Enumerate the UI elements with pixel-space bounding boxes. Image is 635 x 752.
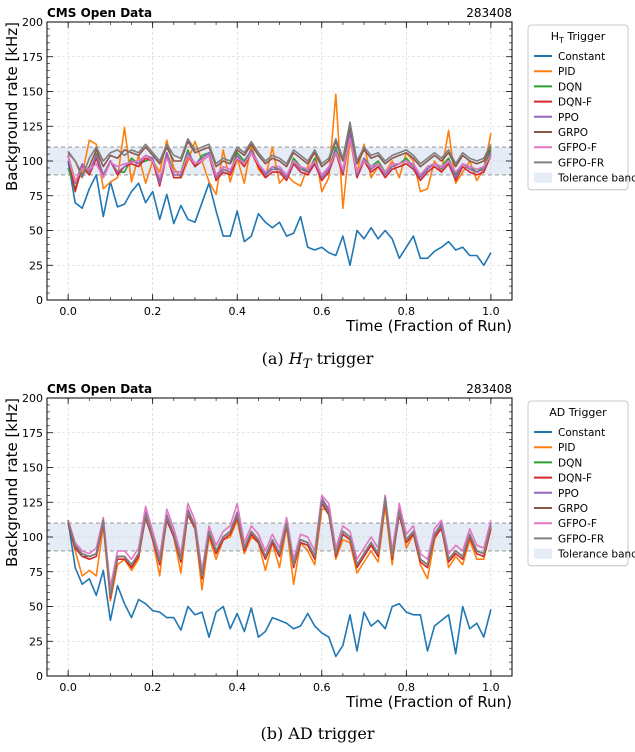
legend-label-gfpo-fr: GFPO-FR: [558, 157, 604, 169]
series-line-pid: [67, 505, 492, 602]
caption-a-sub: T: [302, 357, 312, 373]
legend-label-constant: Constant: [558, 427, 605, 439]
x-tick-label: 0.2: [144, 305, 162, 318]
x-tick-label: 0.8: [398, 681, 416, 694]
legend-box: [527, 24, 629, 191]
y-axis-label: Background rate [kHz]: [3, 398, 21, 567]
legend-swatch-band: [534, 548, 552, 559]
caption-b-prefix: (b): [260, 724, 289, 743]
legend-label-dqn-f: DQN-F: [558, 473, 592, 485]
series-line-gfpo-fr: [67, 121, 492, 179]
y-tick-label: 0: [36, 670, 43, 683]
legend-title-rest: Trigger: [564, 30, 606, 43]
caption-b: (b) AD trigger: [0, 724, 635, 747]
legend-label-dqn-f: DQN-F: [558, 97, 592, 109]
legend-label-dqn: DQN: [558, 457, 582, 469]
y-tick-label: 75: [29, 566, 43, 579]
x-tick-label: 0.0: [59, 305, 77, 318]
legend-label-pid: PID: [558, 66, 576, 78]
chart-1: 0.0 0.2 0.4 0.6 0.8 1.0 0 25 50 75 100 125 150 175 200…: [3, 6, 635, 335]
series-line-gfpo-f: [67, 138, 492, 183]
legend-label-pid: PID: [558, 442, 576, 454]
legend-label-constant: Constant: [558, 51, 605, 63]
legend-label-grpo: GRPO: [558, 503, 588, 515]
header-right: 283408: [466, 382, 512, 396]
series-line-gfpo-f: [67, 494, 492, 588]
legend-label-ppo: PPO: [558, 488, 579, 500]
series-line-dqn-f: [67, 135, 492, 193]
y-tick-label: 25: [29, 635, 43, 648]
y-tick-label: 25: [29, 259, 43, 272]
x-tick-label: 0.2: [144, 681, 162, 694]
series-line-grpo: [67, 124, 492, 176]
y-tick-label: 200: [22, 16, 43, 29]
y-tick-label: 150: [22, 462, 43, 475]
y-tick-label: 125: [22, 120, 43, 133]
y-tick-label: 75: [29, 190, 43, 203]
chart-2: 0.0 0.2 0.4 0.6 0.8 1.0 0 25 50 75 100 125 150 175 200…: [3, 382, 635, 711]
legend-label-gfpo-f: GFPO-F: [558, 518, 597, 530]
y-tick-label: 0: [36, 294, 43, 307]
legend-box: [527, 400, 629, 567]
legend-title-main: H: [551, 30, 559, 43]
y-tick-label: 100: [22, 155, 43, 168]
legend-label-dqn: DQN: [558, 81, 582, 93]
x-tick-label: 0.6: [313, 305, 331, 318]
y-tick-label: 150: [22, 86, 43, 99]
legend-title-main: AD Trigger: [549, 406, 607, 419]
caption-a: (a) HT trigger: [0, 349, 635, 372]
series-line-gfpo-fr: [67, 497, 492, 597]
caption-a-prefix: (a): [261, 349, 289, 368]
legend-title-sub: T: [558, 36, 564, 45]
series-line-constant: [67, 160, 492, 267]
caption-b-suffix: AD trigger: [288, 724, 375, 743]
caption-a-suffix: trigger: [311, 349, 374, 368]
x-tick-label: 0.8: [398, 305, 416, 318]
legend-label-grpo: GRPO: [558, 127, 588, 139]
legend-label-ppo: PPO: [558, 112, 579, 124]
y-tick-label: 200: [22, 392, 43, 405]
legend-label-band: Tolerance band: [557, 173, 635, 185]
series-line-ppo: [67, 132, 492, 184]
y-tick-label: 125: [22, 496, 43, 509]
x-tick-label: 0.4: [228, 681, 246, 694]
header-left: CMS Open Data: [47, 6, 152, 20]
y-tick-label: 175: [22, 427, 43, 440]
y-axis-label: Background rate [kHz]: [3, 22, 21, 191]
x-tick-label: 0.0: [59, 681, 77, 694]
x-tick-label: 0.4: [228, 305, 246, 318]
series-line-dqn-f: [67, 500, 492, 600]
legend-label-gfpo-f: GFPO-F: [558, 142, 597, 154]
legend-label-band: Tolerance band: [557, 549, 635, 561]
y-tick-label: 100: [22, 531, 43, 544]
header-right: 283408: [466, 6, 512, 20]
x-tick-label: 0.6: [313, 681, 331, 694]
x-axis-label: Time (Fraction of Run): [345, 317, 512, 335]
legend-title: HT Trigger: [551, 30, 606, 45]
legend-swatch-band: [534, 172, 552, 183]
header-left: CMS Open Data: [47, 382, 152, 396]
x-tick-label: 1.0: [482, 305, 500, 318]
x-axis-label: Time (Fraction of Run): [345, 693, 512, 711]
x-tick-label: 1.0: [482, 681, 500, 694]
y-tick-label: 50: [29, 601, 43, 614]
caption-a-math: H: [288, 349, 303, 368]
legend-label-gfpo-fr: GFPO-FR: [558, 533, 604, 545]
series-line-constant: [67, 520, 492, 658]
legend-title: AD Trigger: [549, 406, 607, 419]
y-tick-label: 50: [29, 225, 43, 238]
y-tick-label: 175: [22, 51, 43, 64]
